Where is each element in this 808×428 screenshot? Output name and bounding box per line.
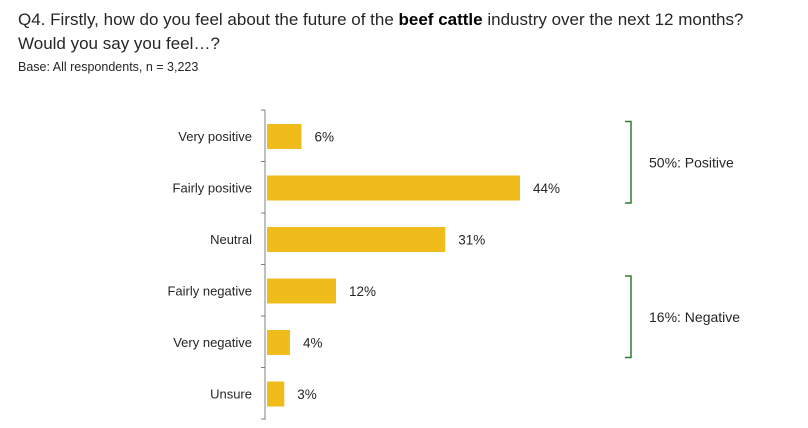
value-label: 4%	[303, 336, 323, 351]
group-label: 50%: Positive	[649, 154, 734, 170]
category-label: Unsure	[210, 387, 252, 402]
category-label: Fairly positive	[173, 181, 252, 196]
category-label: Neutral	[210, 232, 252, 247]
value-label: 12%	[349, 284, 376, 299]
value-label: 31%	[458, 233, 485, 248]
value-label: 3%	[297, 387, 317, 402]
bar	[267, 227, 446, 252]
category-label: Very positive	[178, 129, 252, 144]
question-bold-term: beef cattle	[398, 10, 483, 29]
category-label: Fairly negative	[167, 284, 252, 299]
group-bracket	[625, 120, 632, 204]
bar	[267, 330, 290, 355]
bar	[267, 175, 520, 201]
value-label: 6%	[315, 130, 335, 145]
question-prefix: Q4. Firstly, how do you feel about the f…	[18, 10, 399, 29]
bar	[267, 381, 285, 407]
question-suffix: industry over the next 12 months? Would …	[18, 10, 744, 53]
bar	[267, 124, 302, 149]
base-note: Base: All respondents, n = 3,223	[18, 60, 199, 74]
group-label: 16%: Negative	[649, 309, 740, 325]
group-bracket	[625, 275, 632, 359]
question-text: Q4. Firstly, how do you feel about the f…	[18, 8, 788, 56]
bar	[267, 278, 336, 304]
category-label: Very negative	[173, 335, 252, 350]
value-label: 44%	[533, 181, 560, 196]
